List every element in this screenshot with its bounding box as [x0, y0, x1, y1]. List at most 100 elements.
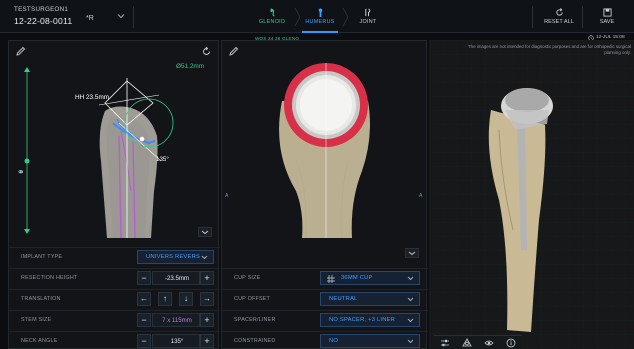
info-icon[interactable]	[506, 338, 516, 348]
resection-height-field[interactable]: -23.5mm	[152, 271, 200, 285]
humerus-icon	[318, 8, 322, 17]
patient-info: TESTSURGEON1 12-22-08-0011	[14, 6, 72, 26]
implant-type-value: UNIVERS REVERS	[146, 254, 201, 260]
tab-humerus[interactable]: HUMERUS	[296, 0, 344, 33]
cup-offset-select[interactable]: NEUTRAL	[320, 292, 420, 306]
translation-up-button[interactable]: ↑	[158, 292, 172, 306]
view-tabs: GLENOID HUMERUS JOINT	[248, 0, 396, 33]
chevron-down-icon[interactable]	[116, 11, 126, 21]
reset-all-label: RESET ALL	[544, 19, 574, 25]
translation-row: TRANSLATION ← ↑ ↓ →	[9, 289, 220, 307]
spacer-liner-row: SPACER/LINER NO SPACER, +3 LINER	[222, 310, 428, 328]
neck-angle-row: NECK ANGLE − 135° +	[9, 331, 220, 349]
reset-icon	[555, 8, 563, 16]
adjust-icon[interactable]	[440, 338, 450, 348]
spacer-liner-label: SPACER/LINER	[234, 317, 276, 323]
divider	[532, 6, 533, 28]
marker-a-left: A	[225, 193, 229, 199]
head-center-dot	[139, 136, 145, 142]
save-button[interactable]: SAVE	[584, 0, 630, 33]
constrained-select[interactable]: NO	[320, 334, 420, 348]
tab-joint-label: JOINT	[359, 19, 377, 25]
tab-separator	[294, 8, 301, 26]
pencil-icon[interactable]	[15, 46, 26, 57]
translation-right-button[interactable]: →	[200, 292, 214, 306]
neck-angle-decrement-button[interactable]: −	[137, 334, 151, 348]
head-circle	[124, 98, 174, 148]
tab-glenoid[interactable]: GLENOID	[248, 0, 296, 33]
slider-down-arrow	[24, 229, 30, 234]
tab-humerus-label: HUMERUS	[305, 19, 335, 25]
cup-size-select[interactable]: 36MM CUP	[320, 271, 420, 285]
divider	[582, 6, 583, 28]
neck-angle-value: 135°	[170, 338, 184, 345]
surgeon-name: TESTSURGEON1	[14, 6, 69, 13]
coronal-view-canvas[interactable]: ⚭	[9, 41, 220, 238]
stem-outline	[118, 135, 136, 238]
head-diameter-label: Ø51.2mm	[176, 63, 205, 70]
cup-offset-row: CUP OFFSET NEUTRAL	[222, 289, 428, 307]
collapse-button[interactable]	[405, 248, 419, 258]
chevron-down-icon	[201, 255, 208, 260]
pencil-icon[interactable]	[228, 46, 239, 57]
neck-angle-increment-button[interactable]: +	[200, 334, 214, 348]
slider-handle	[24, 158, 30, 164]
bone-inner	[106, 115, 150, 238]
stem-size-increment-button[interactable]: +	[200, 313, 214, 327]
chevron-down-icon	[407, 318, 414, 323]
view-toolbar	[434, 335, 522, 349]
constrained-row: CONSTRAINED NO	[222, 331, 428, 349]
joint-icon	[364, 8, 370, 17]
head-triangle	[104, 80, 154, 126]
grid-icon	[327, 275, 335, 283]
3d-view-canvas[interactable]	[429, 40, 634, 349]
3d-view-panel[interactable]: The images are not intended for diagnost…	[429, 40, 634, 349]
cup-size-row: CUP SIZE 36MM CUP	[222, 268, 428, 286]
stem-size-value: 7 x 115mm	[162, 317, 192, 324]
glenoid-subtitle: WOS 24 36 GLENO	[255, 36, 300, 41]
marker-a-right: A	[419, 193, 423, 199]
stem-size-field[interactable]: 7 x 115mm	[152, 313, 200, 327]
axial-view-canvas[interactable]	[222, 41, 428, 238]
stem-size-decrement-button[interactable]: −	[137, 313, 151, 327]
implant-type-select[interactable]: UNIVERS REVERS	[137, 250, 214, 264]
reset-all-button[interactable]: RESET ALL	[536, 0, 582, 33]
disclaimer-text: The images are not intended for diagnost…	[467, 44, 631, 55]
cup-size-label: CUP SIZE	[234, 275, 261, 281]
coronal-view-panel: ⚭ Ø51.2mm HH 23.5mm 135° IMPLANT TYPE UN…	[8, 40, 220, 349]
rotate-icon[interactable]	[201, 46, 212, 57]
resection-height-decrement-button[interactable]: −	[137, 271, 151, 285]
implant-type-label: IMPLANT TYPE	[21, 254, 63, 260]
translation-left-button[interactable]: ←	[137, 292, 151, 306]
case-id: 12-22-08-0011	[14, 16, 73, 26]
spacer-liner-select[interactable]: NO SPACER, +3 LINER	[320, 313, 420, 327]
stem-size-label: STEM SIZE	[21, 317, 52, 323]
resection-height-value: -23.5mm	[164, 275, 190, 282]
hh-label: HH 23.5mm	[75, 94, 110, 101]
shape-icon[interactable]	[462, 338, 472, 348]
chevron-down-icon	[407, 276, 414, 281]
surgeon-initials[interactable]: *R	[86, 15, 94, 22]
resection-height-row: RESECTION HEIGHT − -23.5mm +	[9, 268, 220, 286]
chevron-down-icon	[407, 339, 414, 344]
date-time: 12-JUL 15:08	[596, 35, 625, 40]
save-label: SAVE	[599, 19, 615, 25]
neck-angle-field[interactable]: 135°	[152, 334, 200, 348]
cup-offset-value: NEUTRAL	[329, 296, 358, 302]
translation-down-button[interactable]: ↓	[179, 292, 193, 306]
slider-up-arrow	[24, 67, 30, 72]
implant-outline	[112, 122, 156, 145]
tab-separator	[342, 8, 349, 26]
save-icon	[602, 8, 612, 17]
chevron-down-icon	[407, 297, 414, 302]
eye-icon[interactable]	[484, 338, 494, 348]
collapse-button[interactable]	[198, 227, 212, 237]
resection-height-increment-button[interactable]: +	[200, 271, 214, 285]
spacer-liner-value: NO SPACER, +3 LINER	[329, 317, 396, 323]
link-icon: ⚭	[17, 168, 25, 178]
tab-joint[interactable]: JOINT	[344, 0, 392, 33]
stem-size-row: STEM SIZE − 7 x 115mm +	[9, 310, 220, 328]
translation-label: TRANSLATION	[21, 296, 61, 302]
chevron-down-icon	[408, 251, 416, 256]
implant-type-row: IMPLANT TYPE UNIVERS REVERS	[9, 247, 220, 265]
